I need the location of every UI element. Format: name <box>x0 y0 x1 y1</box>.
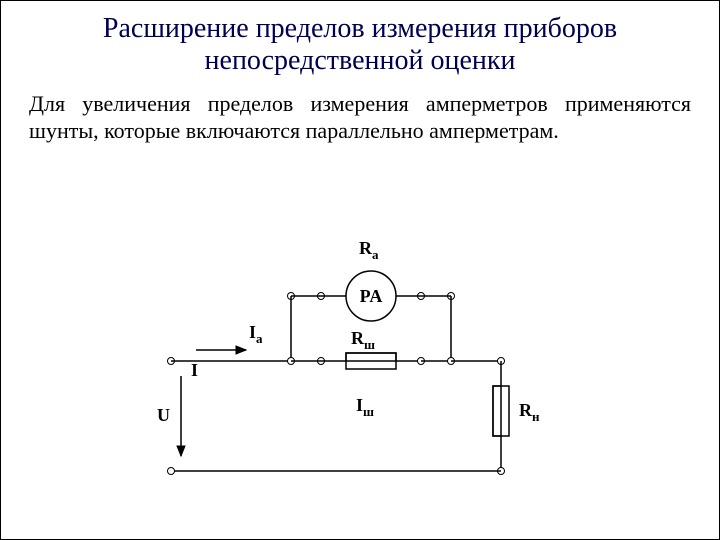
ia-label: Iа <box>249 322 263 346</box>
arrowhead <box>177 446 185 456</box>
load-resistor-fill <box>493 386 501 436</box>
circuit-diagram: PA Rа Rш <box>151 216 571 506</box>
i-label: I <box>191 360 198 380</box>
ra-label: Rа <box>359 238 379 262</box>
u-label: U <box>157 405 170 425</box>
terminal <box>168 468 175 475</box>
body-paragraph: Для увеличения пределов измерения амперм… <box>29 91 691 144</box>
ish-label: Iш <box>356 395 374 419</box>
slide-title: Расширение пределов измерения приборов н… <box>29 13 691 77</box>
shunt-resistor-fill <box>346 353 396 361</box>
rsh-label: Rш <box>351 328 375 352</box>
rn-label: Rн <box>519 400 540 424</box>
ammeter-label: PA <box>360 286 383 306</box>
arrowhead <box>236 346 246 354</box>
